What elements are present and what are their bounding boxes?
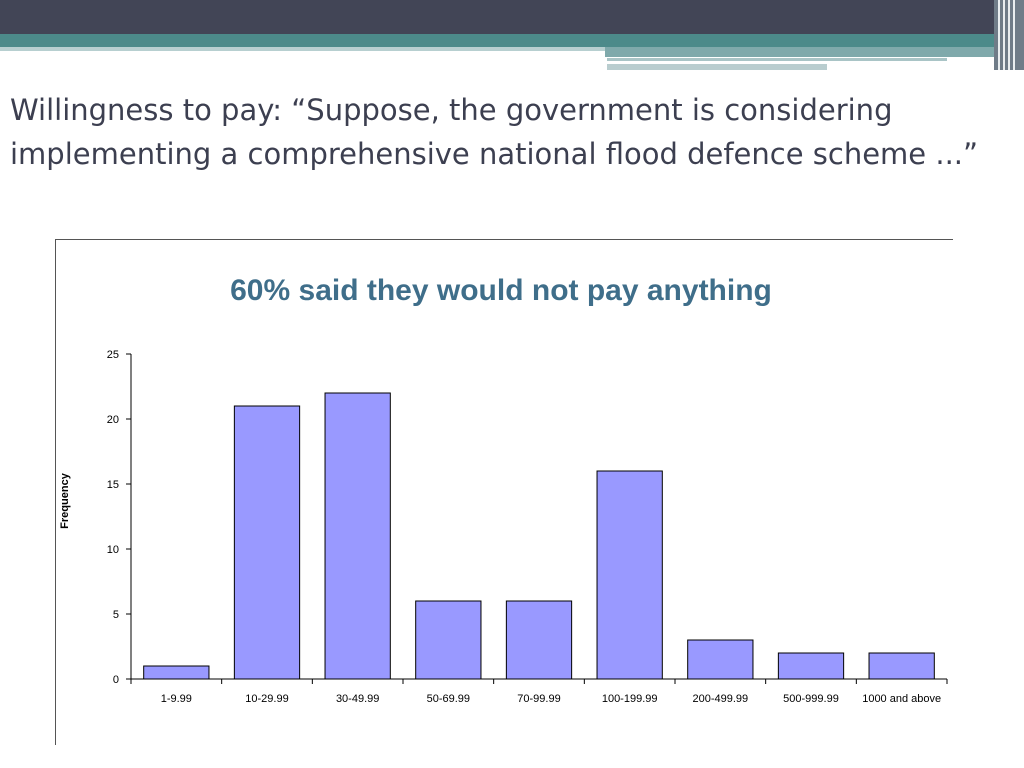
x-tick-label: 10-29.99: [245, 693, 288, 705]
header-teal-band: [0, 34, 1024, 47]
y-tick-label: 15: [107, 479, 119, 491]
bar-100-199.99: [596, 470, 663, 680]
y-axis-title: Frequency: [59, 472, 71, 529]
bar-70-99.99: [505, 600, 573, 680]
slide-title: Willingness to pay: “Suppose, the govern…: [10, 93, 979, 171]
header-accent-line: [607, 58, 947, 61]
bar-30-49.99: [324, 392, 391, 680]
y-tick-label: 25: [107, 349, 119, 361]
bar-50-69.99: [415, 600, 482, 680]
y-tick-label: 0: [113, 674, 119, 686]
header-accent-line-2: [607, 64, 827, 70]
header-light-band: [0, 47, 605, 51]
y-tick-label: 5: [113, 609, 119, 621]
x-tick-label: 70-99.99: [517, 693, 560, 705]
header-pillar-decoration: [994, 0, 1024, 70]
bar-1-9.99: [143, 665, 210, 680]
x-tick-label: 100-199.99: [602, 693, 658, 705]
chart-frame: [55, 239, 953, 745]
bar-200-499.99: [687, 639, 754, 680]
y-tick-label: 20: [107, 414, 119, 426]
header-dark-bar: [0, 0, 1024, 34]
bar-1000 and above: [868, 652, 935, 680]
x-tick-label: 200-499.99: [692, 693, 748, 705]
x-tick-label: 1-9.99: [161, 693, 192, 705]
x-tick-label: 50-69.99: [427, 693, 470, 705]
header-light-band-right: [605, 47, 1024, 57]
plot-area: 0 5 10 15 20 25 1-9.99 10-29.99 30-49.99 50-69.99…: [107, 349, 948, 705]
x-tick-label: 500-999.99: [783, 693, 839, 705]
y-tick-label: 10: [107, 544, 119, 556]
chart-title: 60% said they would not pay anything: [230, 274, 772, 307]
bar-10-29.99: [233, 405, 301, 680]
bar-500-999.99: [777, 652, 845, 680]
x-tick-label: 1000 and above: [862, 693, 941, 705]
x-tick-label: 30-49.99: [336, 693, 379, 705]
